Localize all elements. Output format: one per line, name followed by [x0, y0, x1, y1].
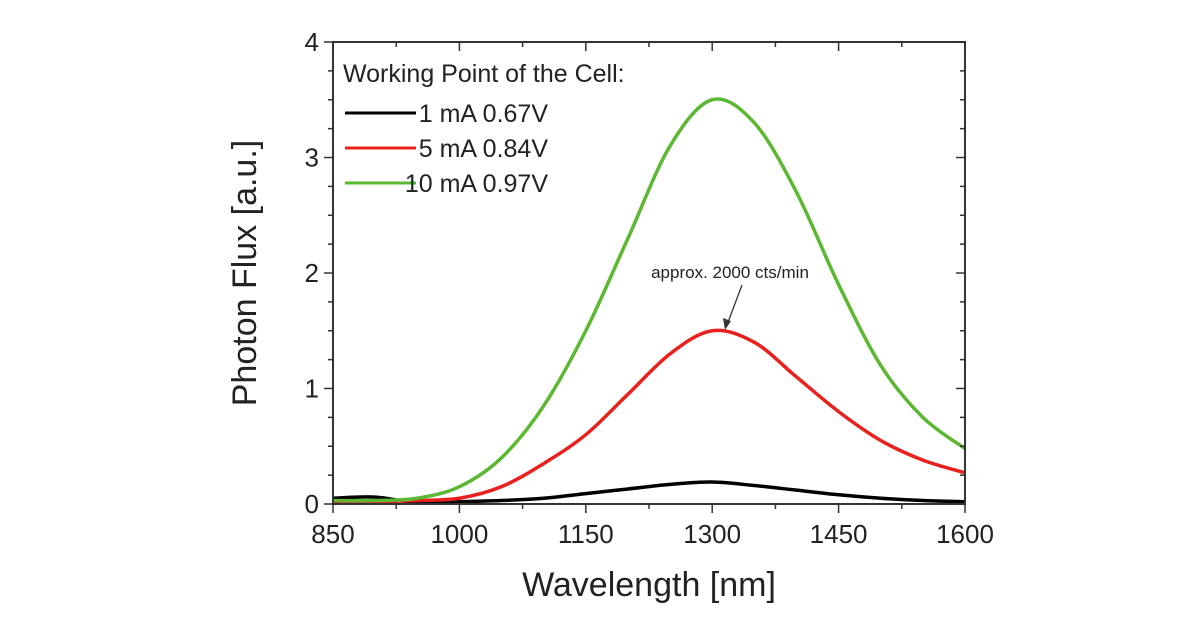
- x-tick-label: 850: [311, 519, 354, 549]
- y-tick-label: 2: [305, 258, 319, 288]
- series-line-1: [333, 330, 965, 501]
- y-tick-label: 4: [305, 27, 319, 57]
- y-tick-label: 1: [305, 374, 319, 404]
- annotation-arrow: [727, 285, 742, 325]
- x-tick-label: 1300: [683, 519, 741, 549]
- legend-title: Working Point of the Cell:: [343, 60, 625, 88]
- y-tick-label: 0: [305, 489, 319, 519]
- legend-label: 10 mA 0.97V: [405, 170, 548, 198]
- x-tick-label: 1450: [810, 519, 868, 549]
- x-tick-label: 1600: [936, 519, 994, 549]
- annotation-text: approx. 2000 cts/min: [651, 263, 809, 282]
- y-tick-label: 3: [305, 143, 319, 173]
- x-axis-label: Wavelength [nm]: [522, 566, 776, 604]
- x-tick-label: 1150: [558, 519, 614, 549]
- legend-label: 5 mA 0.84V: [419, 135, 549, 163]
- x-tick-label: 1000: [430, 519, 488, 549]
- legend-label: 1 mA 0.67V: [419, 100, 549, 128]
- annotation-arrowhead: [723, 318, 731, 330]
- y-axis-label: Photon Flux [a.u.]: [226, 140, 264, 407]
